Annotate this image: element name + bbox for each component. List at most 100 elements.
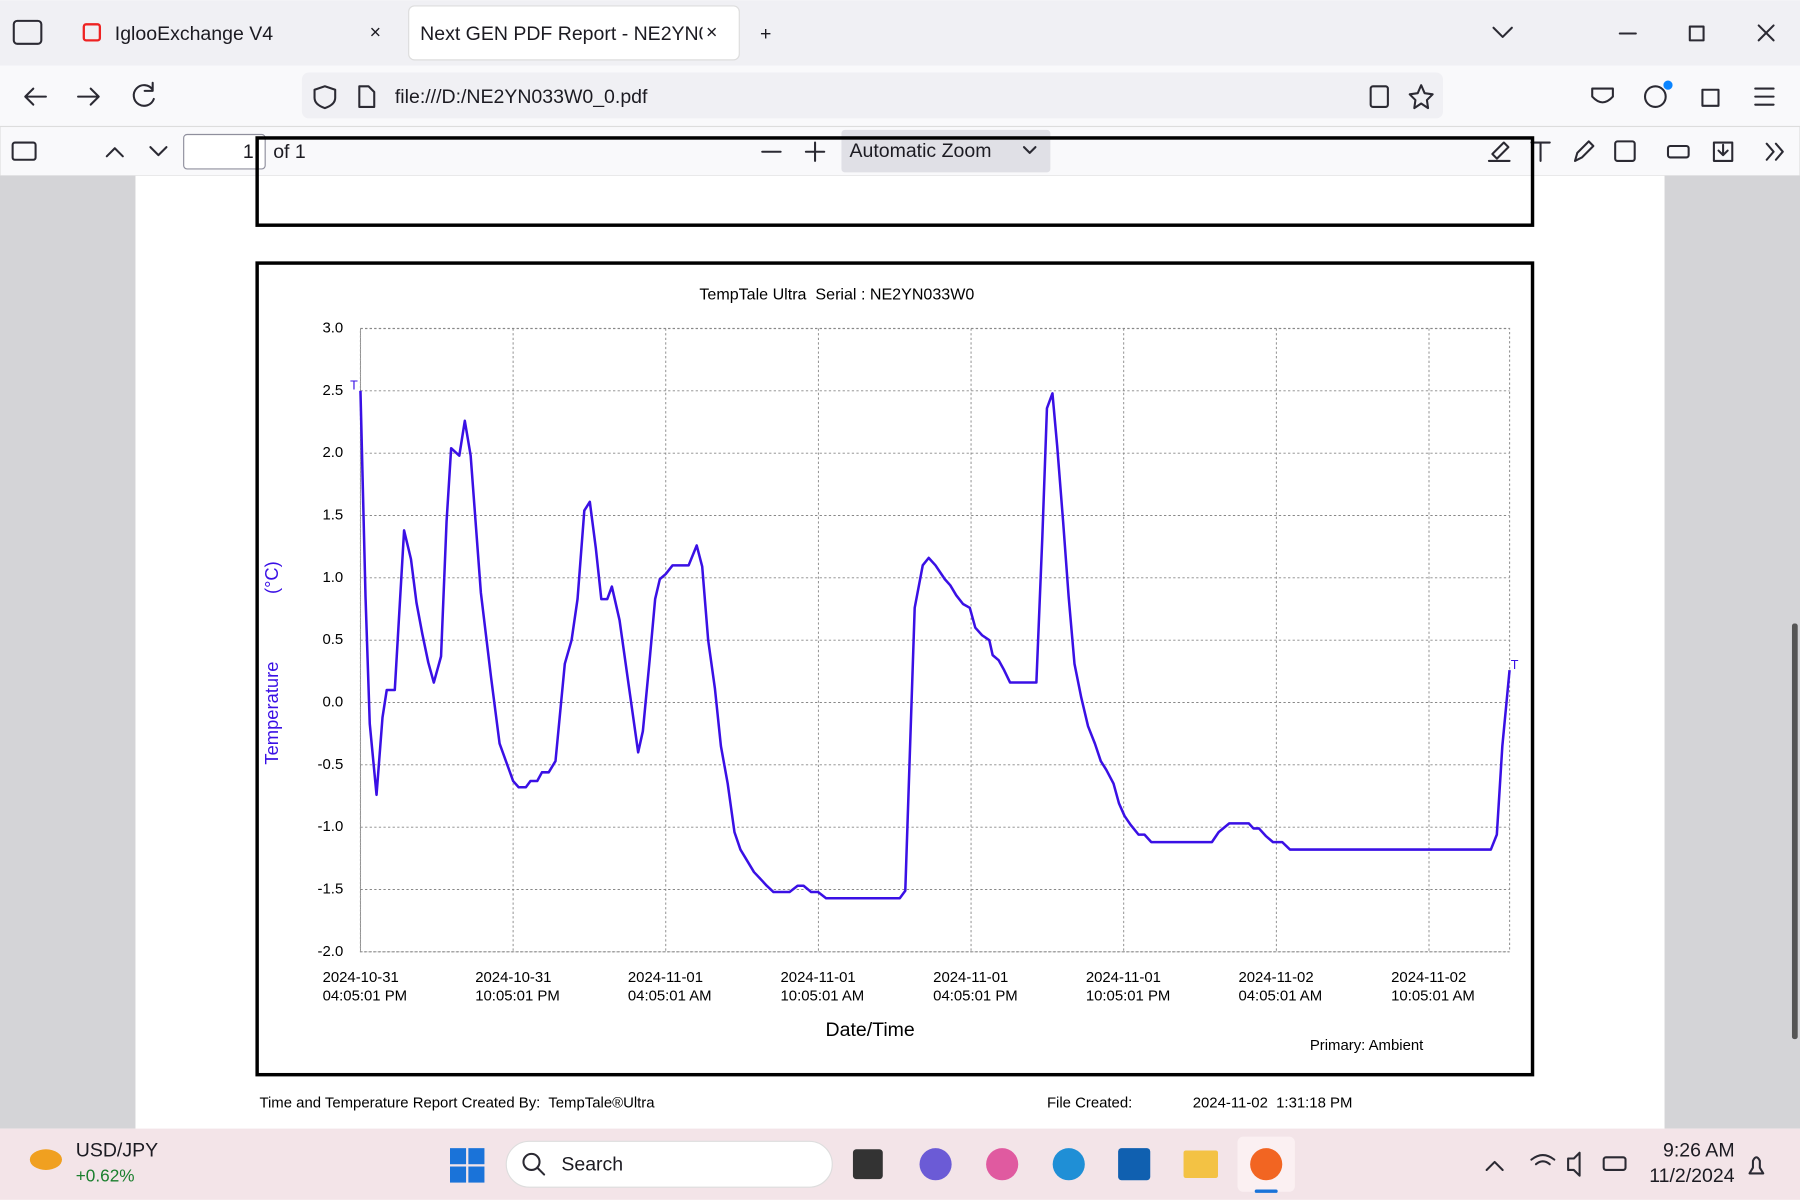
app-icon[interactable] [919,1148,952,1181]
clock-time[interactable]: 9:26 AM [1663,1140,1735,1162]
restore[interactable] [1688,25,1705,42]
tab-menu[interactable] [1492,26,1513,38]
taskbar [0,1128,1800,1200]
y-tick-label: -0.5 [318,756,344,773]
widget-ticker[interactable]: USD/JPY [76,1140,158,1162]
footer-file-created: 2024-11-02 1:31:18 PM [1193,1094,1353,1111]
x-tick-label: 2024-10-31 [323,969,399,986]
y-tick-label: 2.0 [323,444,344,461]
tab-title[interactable]: Next GEN PDF Report - NE2YN033W [420,23,750,45]
x-tick-label: 10:05:01 AM [1391,988,1475,1005]
start-button[interactable] [450,1148,485,1183]
x-tick-label: 2024-11-01 [933,969,1008,986]
search-icon [522,1152,541,1171]
x-tick-label: 2024-11-02 [1391,969,1466,986]
save[interactable] [1712,141,1734,162]
pocket[interactable] [1591,87,1614,104]
app-icon[interactable] [1118,1148,1151,1181]
app-icon[interactable] [986,1148,1019,1181]
y-axis-label: Temperature [261,662,282,765]
zoom-arrow [1022,146,1037,154]
widget-change[interactable]: +0.62% [76,1165,135,1185]
draw[interactable] [1573,140,1595,162]
print[interactable] [1666,144,1690,159]
y-tick-label: 3.0 [323,319,344,336]
search-text[interactable]: Search [561,1154,623,1176]
app-menu[interactable] [1754,87,1775,106]
y-tick-label: -1.5 [318,880,344,897]
temperature-line [359,390,1511,900]
pdf-page [135,175,1665,1129]
page-icon [358,85,376,108]
start-tile [468,1148,485,1165]
start-marker: T [350,379,358,393]
app-icon[interactable] [1183,1150,1218,1178]
x-tick-label: 04:05:01 AM [1238,988,1322,1005]
next-page[interactable] [149,146,168,157]
search-icon [536,1166,546,1176]
account[interactable] [1643,85,1667,108]
tab-icon [82,23,102,42]
page-input[interactable] [183,133,266,170]
bookmark[interactable] [1408,84,1434,110]
previous-page[interactable] [105,147,124,158]
page-count: of 1 [273,141,306,163]
account-badge [1663,80,1673,90]
x-tick-label: 2024-11-01 [1086,969,1161,986]
reload[interactable] [132,81,155,107]
start-tile [450,1166,467,1183]
notifications[interactable] [1748,1156,1765,1175]
y-tick-label: 0.0 [323,693,344,710]
y-axis-unit: (°C) [261,561,282,594]
zoom-select[interactable] [841,129,1051,173]
tray-expand[interactable] [1485,1160,1504,1171]
zoom-value[interactable]: Automatic Zoom [849,140,991,162]
y-tick-label: 1.0 [323,569,344,586]
tab-close[interactable]: × [370,22,381,44]
battery[interactable] [1602,1156,1627,1171]
clock-date[interactable]: 11/2/2024 [1649,1165,1734,1187]
url[interactable]: file:///D:/NE2YN033W0_0.pdf [395,86,648,108]
chart-title: TempTale Ultra Serial : NE2YN033W0 [699,285,974,303]
start-tile [450,1148,467,1165]
tab-title[interactable]: IglooExchange V4 [115,23,273,45]
text-tool[interactable] [1530,141,1551,162]
app-icon[interactable] [1052,1148,1085,1181]
x-tick-label: 2024-10-31 [475,969,551,986]
x-tick-label: 10:05:01 AM [781,988,865,1005]
x-tick-label: 2024-11-02 [1238,969,1313,986]
footer-created-by: Time and Temperature Report Created By: … [259,1094,655,1111]
volume[interactable] [1567,1151,1581,1177]
y-tick-label: 0.5 [323,631,344,648]
y-tick-label: 2.5 [323,382,344,399]
reader-view[interactable] [1369,85,1389,108]
close-window[interactable] [1757,24,1775,42]
image-tool[interactable] [1614,140,1636,162]
tab-close[interactable]: × [706,22,717,44]
tab-list-button[interactable] [12,19,43,45]
widget-icon[interactable] [29,1149,62,1170]
x-axis-label: Date/Time [826,1019,915,1041]
x-tick-label: 2024-11-01 [781,969,856,986]
back[interactable] [24,87,47,106]
app-icon[interactable] [852,1149,883,1180]
y-tick-label: -2.0 [318,943,344,960]
page-number[interactable]: 1 [243,141,254,163]
new-tab[interactable]: + [760,23,771,45]
y-tick-label: -1.0 [318,818,344,835]
x-tick-label: 04:05:01 PM [933,988,1018,1005]
shield[interactable] [313,85,337,110]
forward[interactable] [77,87,100,106]
more-tools[interactable] [1765,142,1784,161]
search-box[interactable] [505,1140,833,1188]
url-field[interactable] [301,72,1443,119]
zoom-in[interactable] [804,141,826,162]
wifi[interactable] [1530,1154,1556,1166]
extensions[interactable] [1701,88,1720,107]
sidebar-toggle[interactable] [11,141,37,161]
scrollbar[interactable] [1791,623,1798,1040]
x-tick-label: 2024-11-01 [628,969,703,986]
highlight[interactable] [1487,141,1511,162]
active-tab[interactable] [408,5,740,61]
